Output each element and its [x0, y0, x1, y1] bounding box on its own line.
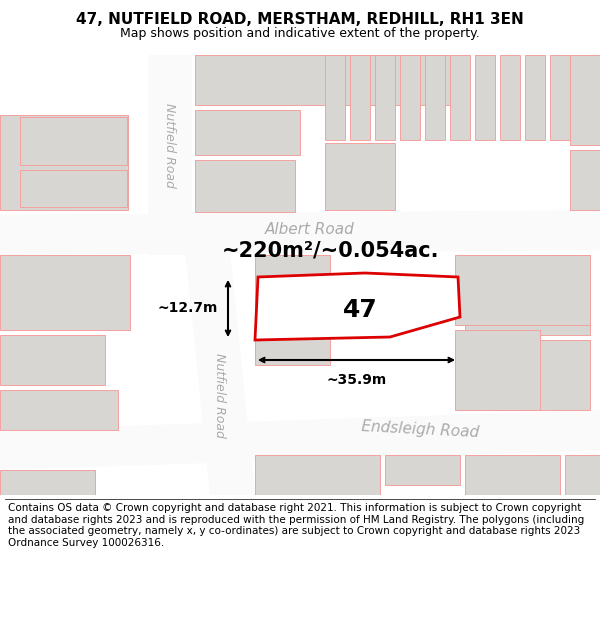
Polygon shape: [20, 170, 127, 207]
Polygon shape: [565, 455, 600, 495]
Polygon shape: [255, 455, 380, 495]
Text: ~220m²/~0.054ac.: ~220m²/~0.054ac.: [221, 240, 439, 260]
Polygon shape: [450, 55, 470, 140]
Polygon shape: [195, 110, 300, 155]
Text: Map shows position and indicative extent of the property.: Map shows position and indicative extent…: [120, 27, 480, 39]
Text: Endsleigh Road: Endsleigh Road: [361, 419, 479, 441]
Polygon shape: [0, 115, 128, 210]
Polygon shape: [148, 55, 192, 255]
Polygon shape: [20, 117, 127, 165]
Polygon shape: [325, 143, 395, 210]
Polygon shape: [525, 55, 545, 140]
Text: ~35.9m: ~35.9m: [327, 373, 387, 387]
Polygon shape: [350, 55, 370, 140]
Polygon shape: [0, 470, 95, 495]
Polygon shape: [455, 330, 540, 410]
Polygon shape: [0, 255, 130, 330]
Polygon shape: [400, 55, 420, 140]
Text: ~12.7m: ~12.7m: [158, 301, 218, 315]
Polygon shape: [325, 55, 345, 140]
Polygon shape: [500, 55, 520, 140]
Polygon shape: [455, 255, 590, 325]
Polygon shape: [255, 255, 330, 315]
Polygon shape: [570, 150, 600, 210]
Polygon shape: [475, 55, 495, 140]
Polygon shape: [255, 273, 460, 340]
Polygon shape: [465, 255, 590, 335]
Polygon shape: [185, 250, 255, 495]
Text: Contains OS data © Crown copyright and database right 2021. This information is : Contains OS data © Crown copyright and d…: [8, 503, 584, 548]
Polygon shape: [0, 335, 105, 385]
Text: 47: 47: [343, 298, 377, 322]
Polygon shape: [0, 410, 600, 470]
Polygon shape: [550, 55, 570, 140]
Text: Nutfield Road: Nutfield Road: [214, 352, 227, 437]
Polygon shape: [385, 455, 460, 485]
Polygon shape: [0, 390, 118, 430]
Polygon shape: [0, 210, 600, 255]
Text: Albert Road: Albert Road: [265, 222, 355, 238]
Polygon shape: [425, 55, 445, 140]
Polygon shape: [375, 55, 395, 140]
Polygon shape: [195, 55, 450, 105]
Polygon shape: [465, 455, 560, 495]
Polygon shape: [195, 160, 295, 212]
Polygon shape: [255, 320, 330, 365]
Text: Nutfield Road: Nutfield Road: [163, 102, 176, 188]
Polygon shape: [570, 55, 600, 145]
Polygon shape: [465, 340, 590, 410]
Text: 47, NUTFIELD ROAD, MERSTHAM, REDHILL, RH1 3EN: 47, NUTFIELD ROAD, MERSTHAM, REDHILL, RH…: [76, 12, 524, 27]
